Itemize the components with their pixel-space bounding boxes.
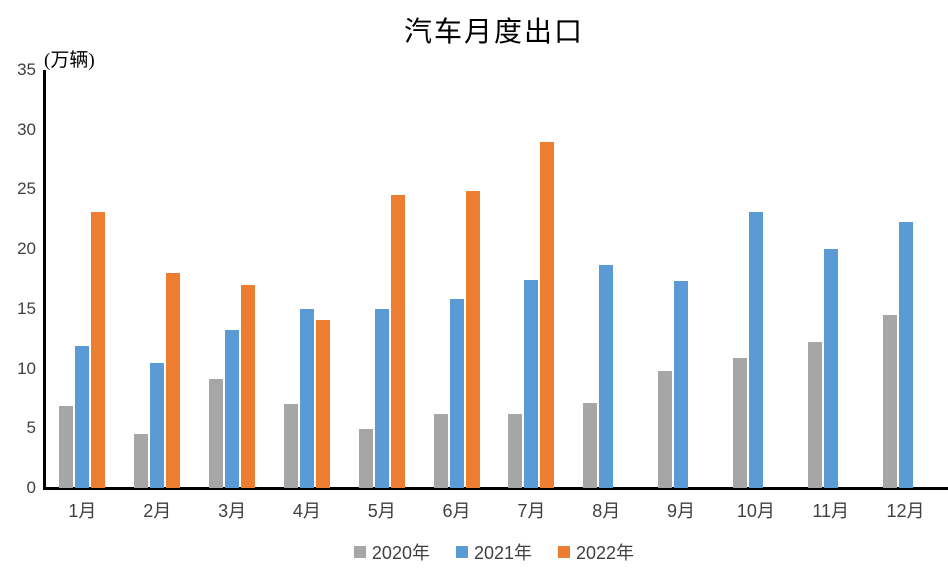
- bar-2020-4: [283, 404, 298, 488]
- bar-group-10: [718, 70, 793, 488]
- y-tick-label-25: 25: [17, 179, 36, 199]
- bar-2021-4: [299, 309, 314, 488]
- legend: 2020年 2021年 2022年: [45, 539, 943, 565]
- bar-group-1: [45, 70, 120, 488]
- y-tick-label-10: 10: [17, 358, 36, 378]
- bar-2020-6: [433, 414, 448, 488]
- x-axis-label-7: 7月: [517, 501, 546, 521]
- x-axis-label-5: 5月: [367, 501, 396, 521]
- bar-group-6: [419, 70, 494, 488]
- legend-item-2020: 2020年: [353, 539, 430, 565]
- y-axis-line: [43, 70, 46, 489]
- legend-label-2022: 2022年: [576, 543, 635, 563]
- x-axis-labels: 1月 2月 3月 4月 5月 6月 7月 8月 9月 10月 11月 12月: [45, 497, 943, 523]
- bar-2021-1: [75, 346, 90, 488]
- bar-2020-10: [732, 358, 747, 488]
- chart-title: 汽车月度出口: [403, 17, 584, 48]
- bar-2020-2: [134, 434, 149, 488]
- bar-2022-4: [315, 320, 330, 488]
- bar-group-12: [868, 70, 943, 488]
- legend-swatch-icon-2020: [353, 546, 366, 558]
- bar-2020-11: [807, 342, 822, 488]
- legend-swatch-icon-2021: [455, 546, 468, 558]
- y-tick-label-35: 35: [17, 60, 36, 79]
- x-axis-label-6: 6月: [442, 501, 471, 521]
- legend-item-2021: 2021年: [455, 539, 533, 565]
- bar-2022-5: [390, 195, 405, 488]
- x-axis-label-1: 1月: [68, 501, 97, 521]
- bar-2021-9: [674, 281, 689, 488]
- bar-2022-1: [91, 212, 106, 488]
- bar-2021-12: [898, 222, 913, 488]
- y-tick-label-5: 5: [26, 418, 36, 438]
- bar-2020-8: [583, 403, 598, 488]
- y-tick-label-15: 15: [17, 298, 36, 318]
- bar-2020-5: [358, 429, 373, 488]
- bar-group-11: [793, 70, 868, 488]
- bar-2020-7: [508, 414, 523, 488]
- bar-2021-7: [524, 280, 539, 488]
- x-axis-label-11: 11月: [812, 501, 850, 521]
- bar-group-8: [569, 70, 644, 488]
- bar-group-3: [195, 70, 270, 488]
- plot-area: [45, 70, 943, 488]
- y-tick-label-0: 0: [26, 478, 36, 497]
- y-tick-label-30: 30: [17, 119, 36, 139]
- bar-2020-3: [209, 379, 224, 488]
- bar-2022-7: [540, 142, 555, 488]
- bar-2021-11: [823, 249, 838, 488]
- bar-group-9: [644, 70, 719, 488]
- x-axis-label-4: 4月: [292, 501, 321, 521]
- x-axis-label-12: 12月: [886, 501, 925, 521]
- bar-2022-2: [166, 273, 181, 488]
- legend-label-2021: 2021年: [473, 543, 533, 563]
- bar-2022-6: [465, 191, 480, 488]
- x-axis-label-2: 2月: [143, 501, 172, 521]
- bar-2021-8: [599, 265, 614, 488]
- bar-2021-10: [748, 212, 763, 488]
- legend-label-2020: 2020年: [371, 543, 430, 563]
- bar-2021-6: [449, 299, 464, 488]
- x-axis-label-9: 9月: [667, 501, 696, 521]
- bar-2021-3: [225, 330, 240, 488]
- bar-group-2: [120, 70, 195, 488]
- bar-2020-12: [882, 315, 897, 488]
- x-axis-label-10: 10月: [736, 501, 775, 521]
- bar-2021-5: [374, 309, 389, 488]
- bar-2021-2: [150, 363, 165, 488]
- bar-2022-3: [241, 285, 256, 488]
- y-tick-label-20: 20: [17, 239, 36, 259]
- x-axis-label-8: 8月: [592, 501, 621, 521]
- x-axis-line: [43, 487, 948, 490]
- x-axis-label-3: 3月: [218, 501, 247, 521]
- bar-group-7: [494, 70, 569, 488]
- bar-2020-1: [59, 406, 74, 488]
- bar-group-4: [269, 70, 344, 488]
- legend-item-2022: 2022年: [558, 539, 634, 565]
- bar-group-5: [344, 70, 419, 488]
- y-axis-unit-label: (万辆): [44, 50, 95, 71]
- legend-swatch-icon-2022: [558, 546, 571, 558]
- bar-2020-9: [658, 371, 673, 488]
